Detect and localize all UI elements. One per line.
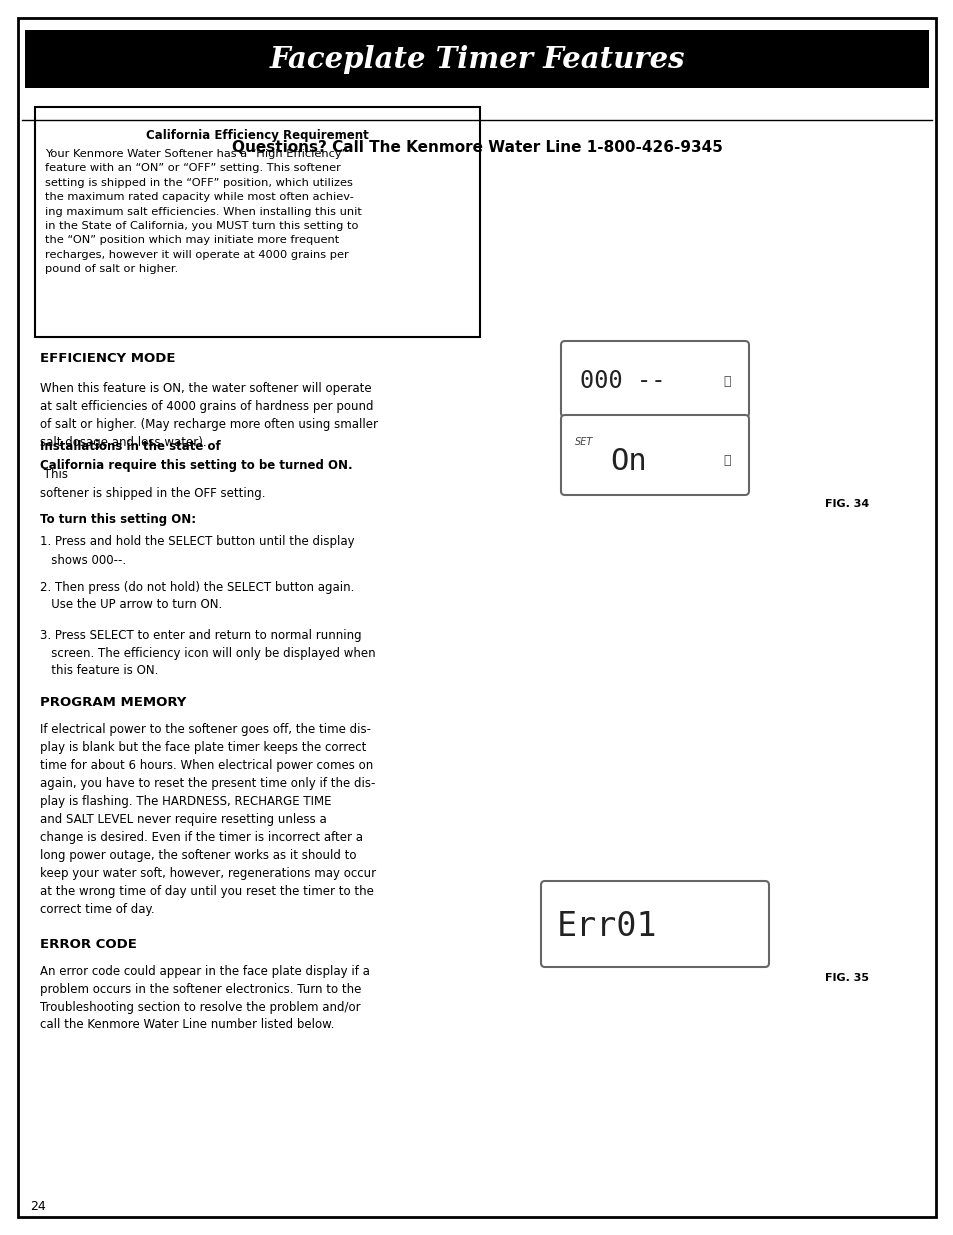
Text: On: On [609, 447, 646, 475]
FancyBboxPatch shape [540, 881, 768, 967]
Text: Your Kenmore Water Softener has a “High Efficiency”
feature with an “ON” or “OFF: Your Kenmore Water Softener has a “High … [45, 149, 361, 274]
Text: If electrical power to the softener goes off, the time dis-
play is blank but th: If electrical power to the softener goes… [40, 722, 375, 915]
Text: 2. Then press (do not hold) the SELECT button again.
   Use the UP arrow to turn: 2. Then press (do not hold) the SELECT b… [40, 580, 354, 611]
FancyBboxPatch shape [560, 415, 748, 495]
Text: An error code could appear in the face plate display if a
problem occurs in the : An error code could appear in the face p… [40, 965, 370, 1031]
Bar [35, 107, 479, 337]
Text: EFFICIENCY MODE: EFFICIENCY MODE [40, 352, 175, 366]
Text: To turn this setting ON:: To turn this setting ON: [40, 514, 196, 526]
Text: 24: 24 [30, 1200, 46, 1214]
Text: ERROR CODE: ERROR CODE [40, 939, 136, 951]
Text: Err01: Err01 [557, 909, 657, 942]
Bar [25, 30, 928, 88]
Text: This
softener is shipped in the OFF setting.: This softener is shipped in the OFF sett… [40, 468, 265, 499]
Text: California Efficiency Requirement: California Efficiency Requirement [146, 128, 369, 142]
Text: Ⓔ: Ⓔ [722, 454, 730, 468]
Text: Questions? Call The Kenmore Water Line 1-800-426-9345: Questions? Call The Kenmore Water Line 1… [232, 141, 721, 156]
Text: SET: SET [575, 437, 593, 447]
Text: When this feature is ON, the water softener will operate
at salt efficiencies of: When this feature is ON, the water softe… [40, 382, 377, 450]
Text: 3. Press SELECT to enter and return to normal running
   screen. The efficiency : 3. Press SELECT to enter and return to n… [40, 629, 375, 678]
Text: FIG. 35: FIG. 35 [824, 973, 868, 983]
Text: 1. Press and hold the SELECT button until the display
   shows 000--.: 1. Press and hold the SELECT button unti… [40, 536, 355, 567]
Text: 000 --: 000 -- [579, 369, 665, 393]
FancyBboxPatch shape [560, 341, 748, 417]
Text: Installations in the state of
California require this setting to be turned ON.: Installations in the state of California… [40, 441, 353, 472]
Text: FIG. 34: FIG. 34 [824, 499, 868, 509]
Text: Faceplate Timer Features: Faceplate Timer Features [269, 44, 684, 74]
Text: Ⓔ: Ⓔ [722, 374, 730, 388]
Text: PROGRAM MEMORY: PROGRAM MEMORY [40, 697, 186, 709]
